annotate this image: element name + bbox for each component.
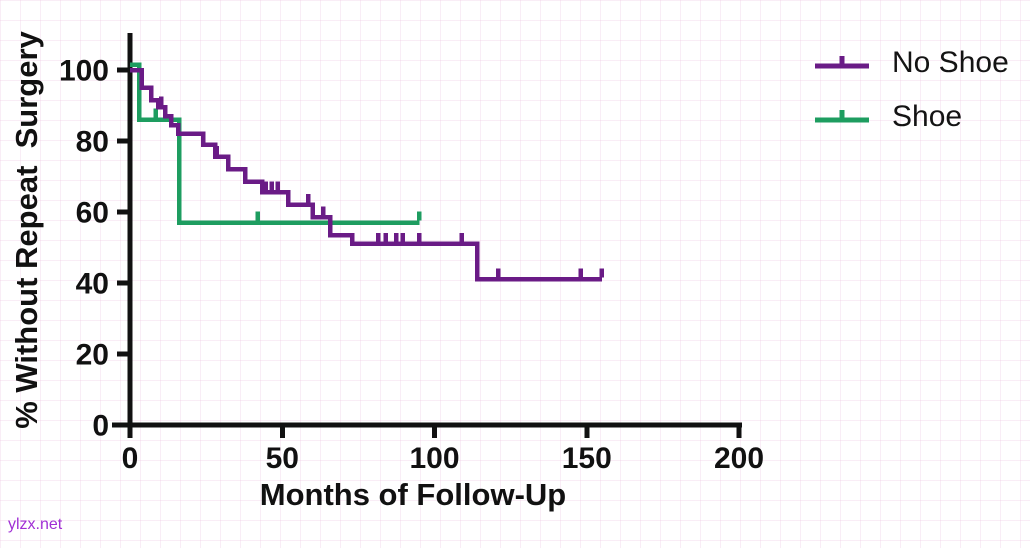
legend-label-no-shoe: No Shoe: [892, 46, 1009, 79]
y-tick-label: 60: [76, 197, 109, 230]
y-tick-label: 100: [59, 55, 109, 88]
y-tick-label: 40: [76, 268, 109, 301]
series-no-shoe-curve: [130, 67, 602, 282]
x-tick-label: 50: [266, 442, 299, 475]
x-tick-label: 200: [714, 442, 764, 475]
x-tick-label: 150: [562, 442, 612, 475]
legend-item-shoe: Shoe: [812, 100, 1009, 134]
y-tick-label: 0: [92, 410, 109, 443]
watermark-link[interactable]: ylzx.net: [8, 516, 63, 533]
series-shoe-curve: [130, 62, 420, 225]
legend-label-shoe: Shoe: [892, 100, 963, 133]
x-axis-title: Months of Follow-Up: [259, 477, 567, 512]
x-tick-label: 0: [122, 442, 139, 475]
shoe-line-marker-icon: [815, 110, 869, 123]
legend: No Shoe Shoe: [812, 46, 1009, 154]
no-shoe-line-marker-icon: [815, 56, 869, 69]
legend-item-no-shoe: No Shoe: [812, 46, 1009, 80]
y-tick-label: 80: [76, 126, 109, 159]
x-tick-label: 100: [409, 442, 459, 475]
y-tick-label: 20: [76, 339, 109, 372]
